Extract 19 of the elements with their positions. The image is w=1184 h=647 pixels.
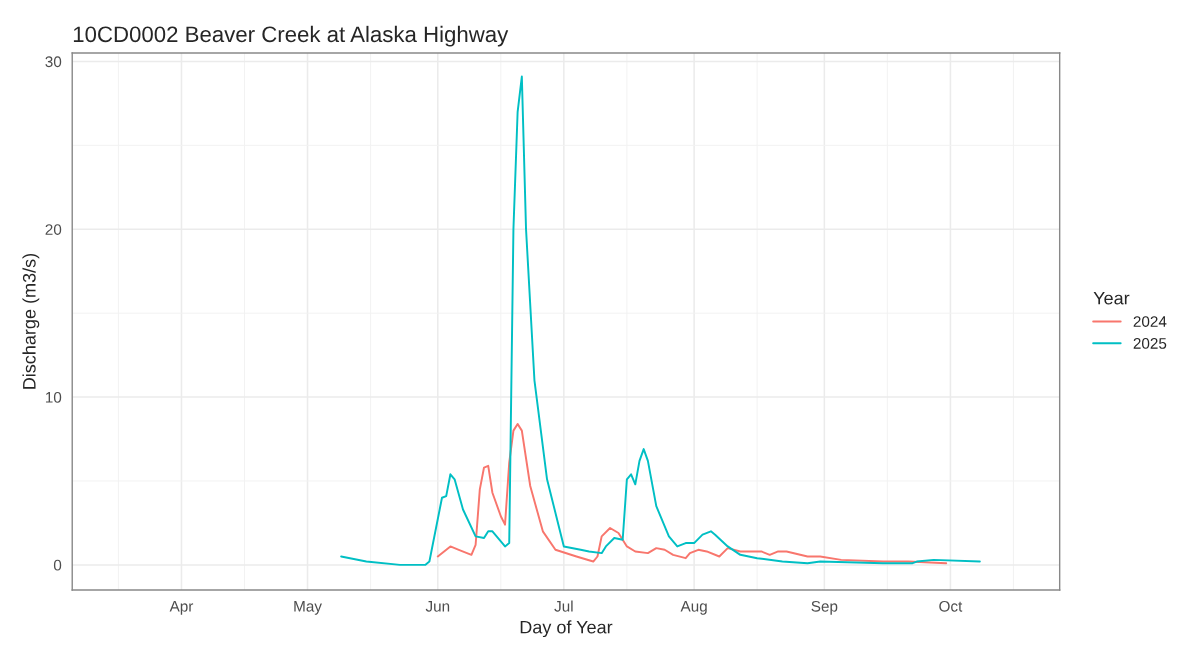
y-tick-label: 30 [45,56,62,68]
y-tick-label: 20 [45,224,62,235]
x-tick-label: Oct [939,600,963,612]
x-axis-title: Day of Year [520,620,613,638]
y-tick-label: 0 [53,559,62,571]
chart-title: 10CD0002 Beaver Creek at Alaska Highway [73,25,509,47]
legend-label: 2025 [1133,338,1167,349]
x-tick-label: May [294,601,322,615]
y-tick-label: 10 [45,391,62,403]
x-tick-label: Apr [169,601,194,615]
y-axis-title: Discharge (m3/s) [22,253,40,389]
line-series [436,422,948,565]
x-tick-label: Jul [554,600,573,612]
x-tick-label: Jun [425,601,450,612]
x-tick-label: Sep [811,600,838,615]
legend-label: 2024 [1133,316,1167,327]
legend-title: Year [1093,291,1130,305]
x-tick-label: Aug [680,601,707,615]
line-series [340,75,981,566]
